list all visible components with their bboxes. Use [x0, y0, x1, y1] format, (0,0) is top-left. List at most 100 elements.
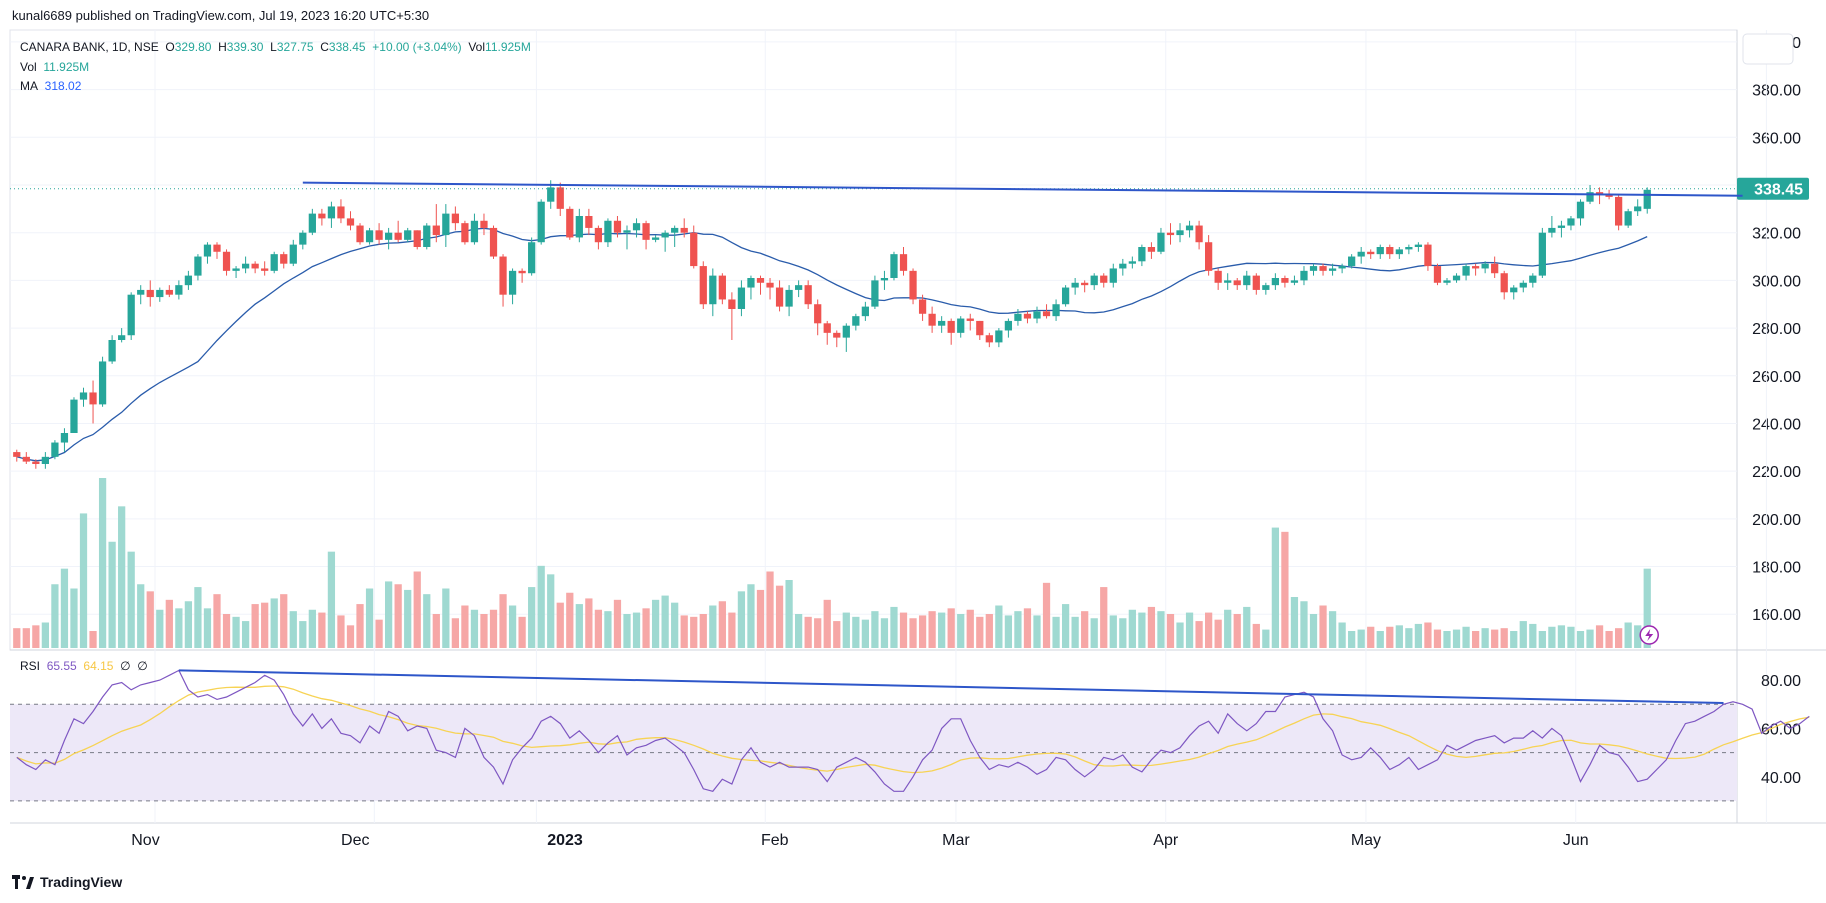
volume-bar: [98, 478, 107, 648]
candle: [213, 242, 221, 259]
volume-bar: [995, 605, 1003, 648]
candle-body: [1233, 280, 1241, 286]
candle-body: [156, 289, 164, 298]
rsi-tick-label: 40.00: [1761, 770, 1801, 787]
candle-body: [1128, 261, 1136, 264]
candle-body: [499, 256, 507, 295]
volume-bar: [423, 594, 431, 648]
candle-body: [1042, 311, 1051, 317]
candle: [566, 206, 574, 240]
candle: [1567, 216, 1575, 231]
candle-body: [899, 254, 908, 271]
low-label: L: [270, 40, 277, 54]
volume-bar: [1452, 629, 1461, 648]
tradingview-footer: TradingView: [12, 874, 122, 890]
candle: [1243, 270, 1251, 290]
volume-bar: [528, 587, 536, 648]
candle-body: [528, 242, 536, 274]
volume-bar: [709, 605, 717, 648]
candle: [680, 218, 688, 238]
candle-body: [756, 278, 765, 283]
candle-body: [699, 266, 707, 305]
volume-bar: [261, 602, 269, 648]
candle-body: [1100, 275, 1108, 283]
volume-bar: [976, 616, 984, 648]
candle-body: [1643, 189, 1651, 209]
candle-body: [137, 289, 145, 295]
candle-body: [1262, 285, 1270, 290]
candle-body: [661, 232, 669, 238]
candle-body: [51, 442, 59, 457]
candle-body: [70, 399, 78, 433]
candle: [1262, 282, 1270, 295]
candle-body: [222, 251, 231, 271]
candle: [1309, 263, 1318, 276]
volume-bar: [194, 587, 202, 648]
candle-body: [270, 254, 278, 271]
candle-body: [737, 287, 746, 309]
volume-bar: [1462, 626, 1470, 648]
candle-body: [1281, 278, 1289, 283]
candle-body: [1166, 232, 1175, 236]
volume-bar: [51, 584, 59, 648]
volume-bar: [213, 594, 221, 648]
candle-body: [289, 244, 297, 264]
volume-bar: [890, 606, 898, 648]
volume-bar: [1481, 628, 1489, 648]
candle: [1214, 268, 1222, 290]
price-tick-label: 320.00: [1752, 226, 1801, 243]
candle-body: [346, 218, 355, 226]
candle: [928, 306, 936, 333]
candle-body: [1205, 242, 1213, 271]
candle: [537, 199, 545, 245]
volume-bar: [747, 584, 755, 648]
candle: [699, 261, 707, 309]
candle-body: [1214, 270, 1222, 283]
candle-body: [690, 232, 698, 267]
candle-body: [1109, 268, 1117, 283]
candle: [1433, 263, 1442, 286]
candle: [823, 320, 831, 345]
candle-body: [1061, 287, 1070, 305]
time-axis-label: Dec: [341, 832, 369, 849]
candle-body: [556, 187, 564, 209]
time-axis-label: May: [1351, 832, 1381, 849]
volume-bar: [365, 588, 374, 648]
volume-bar: [13, 628, 21, 648]
candle: [1081, 280, 1089, 293]
candle: [318, 208, 326, 226]
volume-bar: [756, 589, 765, 648]
candle-body: [89, 392, 97, 405]
candle-body: [1243, 275, 1251, 286]
ma-legend: MA 318.02: [20, 79, 81, 93]
rsi-legend-extra1: ∅: [120, 659, 131, 673]
price-trendline: [302, 181, 1743, 197]
candle-body: [1500, 273, 1508, 293]
volume-bar: [1166, 614, 1175, 648]
volume-bar: [852, 616, 860, 648]
volume-bar: [1548, 626, 1556, 648]
volume-bar: [1529, 623, 1537, 648]
candle: [337, 199, 345, 224]
volume-bar: [957, 614, 965, 648]
open-value: 329.80: [174, 40, 212, 54]
candle-body: [413, 230, 421, 247]
volume-bar: [203, 608, 212, 648]
candle-body: [251, 263, 259, 269]
volume-bar: [1052, 616, 1060, 648]
candle: [108, 335, 116, 364]
candle-body: [890, 254, 898, 278]
candle-body: [165, 289, 173, 295]
volume-bar: [814, 618, 822, 648]
candle-body: [1624, 211, 1632, 226]
volume-bar: [1309, 614, 1318, 648]
volume-bar: [1557, 625, 1566, 648]
volume-bar: [289, 611, 297, 648]
candle-body: [833, 332, 841, 338]
candle-body: [1481, 263, 1489, 269]
candle-body: [461, 223, 469, 243]
candle: [671, 225, 679, 247]
time-axis-label: Jun: [1563, 832, 1589, 849]
vol-value: 11.925M: [485, 40, 531, 54]
